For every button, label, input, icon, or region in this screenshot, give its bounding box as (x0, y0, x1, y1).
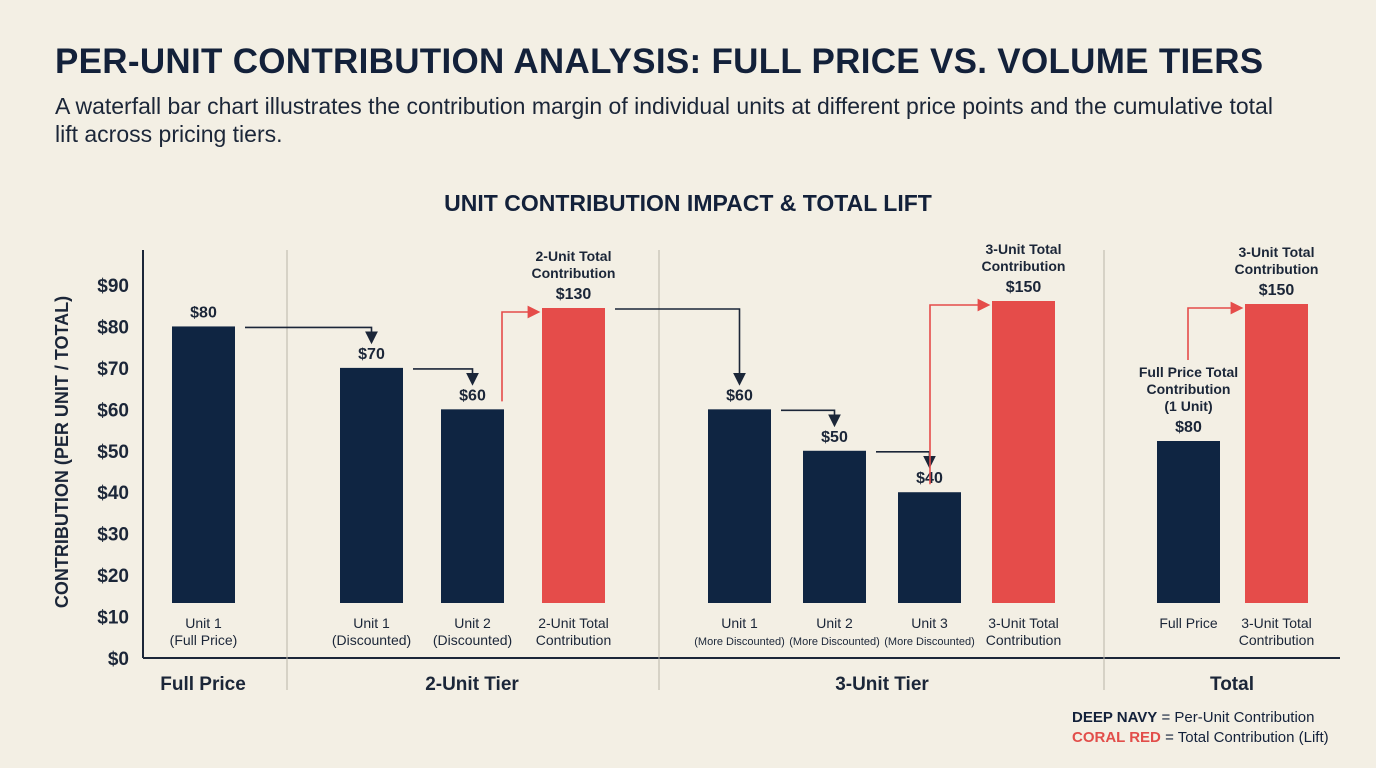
bar (1157, 441, 1220, 603)
data-label: $60 (726, 387, 753, 404)
y-tick-label: $50 (97, 442, 129, 463)
bar (992, 301, 1055, 603)
page-title: PER-UNIT CONTRIBUTION ANALYSIS: FULL PRI… (55, 42, 1264, 81)
bar (340, 367, 403, 603)
connector-arrow (245, 326, 378, 345)
data-label: $150 (1259, 282, 1295, 299)
connector-arrow (615, 308, 746, 386)
x-tick-sublabel: Contribution (536, 632, 612, 648)
data-label: $50 (821, 429, 848, 446)
y-tick-label: $0 (108, 649, 129, 670)
lift-arrow (929, 298, 991, 485)
y-tick-label: $90 (97, 276, 129, 297)
y-tick-label: $10 (97, 608, 129, 629)
y-axis-label: CONTRIBUTION (PER UNIT / TOTAL) (52, 296, 72, 608)
y-tick-label: $80 (97, 317, 129, 338)
x-tick-sublabel: (Discounted) (433, 632, 512, 648)
data-label: $80 (1175, 419, 1202, 436)
y-tick-label: $20 (97, 566, 129, 587)
x-tick-label: Unit 2 (454, 615, 491, 631)
x-tick-sublabel: Contribution (986, 632, 1062, 648)
group-label: 2-Unit Tier (425, 674, 519, 695)
bar (803, 450, 866, 603)
chart-title: UNIT CONTRIBUTION IMPACT & TOTAL LIFT (444, 190, 932, 216)
group-label: Total (1210, 674, 1254, 695)
bar-annotation: Contribution (1235, 261, 1319, 277)
x-tick-sublabel: (Full Price) (170, 632, 238, 648)
data-label: $150 (1006, 279, 1042, 296)
bar-annotation: Full Price Total (1139, 364, 1238, 380)
x-tick-sublabel: (Discounted) (332, 632, 411, 648)
x-tick-label: Unit 3 (911, 615, 948, 631)
legend: DEEP NAVY = Per-Unit Contribution CORAL … (1072, 708, 1329, 748)
connector-arrow (413, 368, 479, 386)
bar-annotation: 2-Unit Total (536, 248, 612, 264)
lift-arrow (1187, 301, 1244, 360)
x-tick-sublabel: Contribution (1239, 632, 1315, 648)
x-tick-label: Unit 1 (185, 615, 222, 631)
x-tick-label: Unit 2 (816, 615, 853, 631)
data-label: $130 (556, 286, 592, 303)
x-tick-label: Full Price (1159, 615, 1218, 631)
y-tick-label: $40 (97, 483, 129, 504)
bar-annotation: (1 Unit) (1164, 398, 1212, 414)
x-tick-label: Unit 1 (353, 615, 390, 631)
bar (708, 409, 771, 603)
x-tick-sublabel: (More Discounted) (884, 636, 974, 648)
x-tick-label: 2-Unit Total (538, 615, 609, 631)
bar (172, 326, 235, 603)
connector-arrow (876, 450, 936, 469)
y-tick-label: $70 (97, 359, 129, 380)
data-label: $60 (459, 387, 486, 404)
x-tick-sublabel: (More Discounted) (694, 636, 784, 648)
bar (441, 409, 504, 603)
lift-arrow (501, 305, 541, 402)
legend-item-navy: DEEP NAVY = Per-Unit Contribution (1072, 709, 1315, 726)
x-tick-label: 3-Unit Total (988, 615, 1059, 631)
x-tick-sublabel: (More Discounted) (789, 636, 879, 648)
bar-annotation: Contribution (532, 265, 616, 281)
bar-annotation: Contribution (982, 258, 1066, 274)
x-tick-label: 3-Unit Total (1241, 615, 1312, 631)
bar (1245, 304, 1308, 603)
y-tick-label: $30 (97, 525, 129, 546)
bar-annotation: Contribution (1147, 381, 1231, 397)
bar-annotation: 3-Unit Total (1239, 244, 1315, 260)
page-subtitle: A waterfall bar chart illustrates the co… (55, 93, 1273, 147)
data-label: $80 (190, 304, 217, 321)
y-tick-label: $60 (97, 400, 129, 421)
x-tick-label: Unit 1 (721, 615, 758, 631)
bar (898, 492, 961, 603)
bar-annotation: 3-Unit Total (986, 241, 1062, 257)
legend-item-red: CORAL RED = Total Contribution (Lift) (1072, 729, 1329, 746)
group-label: Full Price (160, 674, 246, 695)
connector-arrow (781, 409, 841, 428)
group-label: 3-Unit Tier (835, 674, 929, 695)
bar (542, 308, 605, 603)
data-label: $70 (358, 346, 385, 363)
